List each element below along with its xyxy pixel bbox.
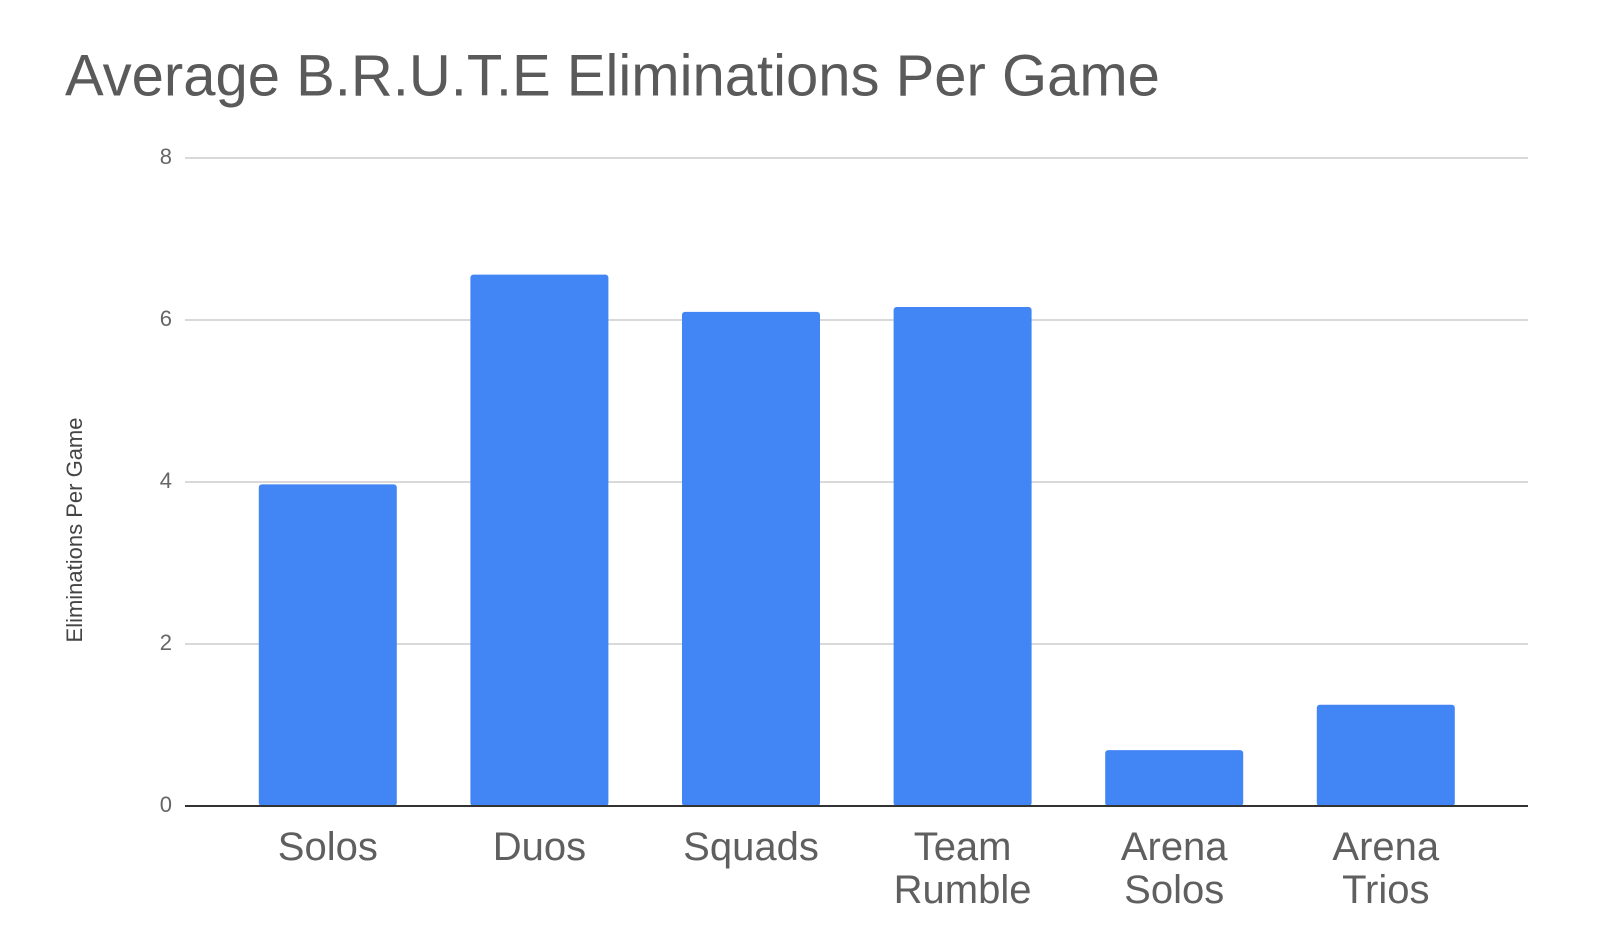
- bar: [1316, 704, 1455, 806]
- bar: [893, 307, 1032, 806]
- y-tick-label: 4: [160, 468, 172, 493]
- chart-title: Average B.R.U.T.E Eliminations Per Game: [65, 43, 1160, 108]
- x-tick-label: Squads: [683, 825, 819, 869]
- x-tick-label: Team Rumble: [893, 825, 1032, 912]
- y-tick-label: 0: [160, 792, 172, 817]
- bar: [682, 311, 820, 806]
- x-tick-label: Arena Trios: [1332, 825, 1440, 912]
- bar: [258, 484, 397, 806]
- bar: [1105, 750, 1244, 806]
- bar: [470, 274, 609, 806]
- x-tick-label: Solos: [277, 825, 378, 869]
- y-axis-label: Eliminations Per Game: [62, 418, 87, 643]
- y-tick-label: 2: [160, 630, 172, 655]
- x-tick-label: Arena Solos: [1120, 825, 1228, 912]
- y-tick-label: 8: [160, 144, 172, 169]
- y-tick-label: 6: [160, 306, 172, 331]
- x-tick-label: Duos: [492, 825, 587, 869]
